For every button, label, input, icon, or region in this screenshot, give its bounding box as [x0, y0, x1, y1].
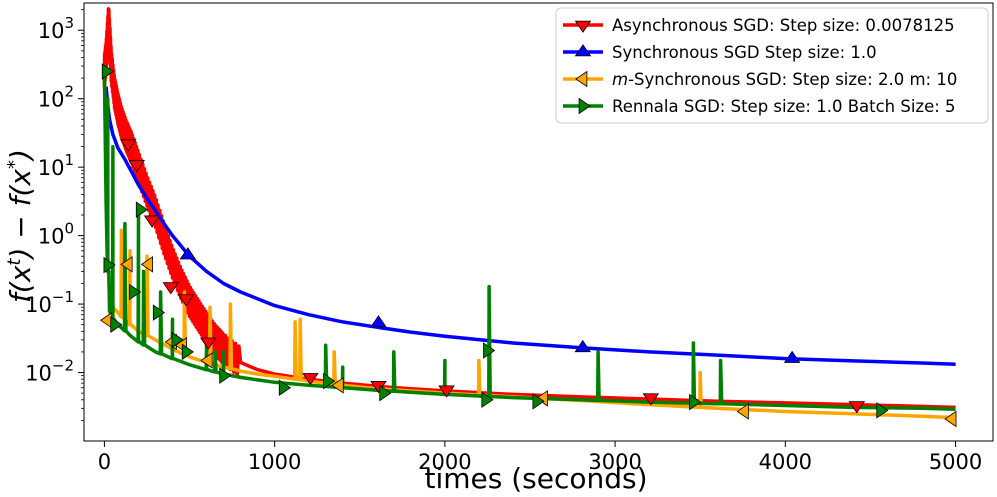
series-4-marker	[532, 393, 545, 410]
legend-label-4: Rennala SGD: Step size: 1.0 Batch Size: …	[612, 97, 956, 116]
series-4-marker	[101, 63, 114, 80]
series-4-marker	[152, 304, 166, 321]
series-1-marker	[848, 401, 866, 414]
series-1-marker	[128, 160, 146, 173]
series-3-marker	[140, 256, 153, 273]
series-4-marker	[323, 372, 336, 390]
series-4-marker	[483, 342, 496, 359]
series-4-marker	[876, 402, 889, 419]
y-axis: 10−2 10−1 100 101 102 103	[25, 9, 84, 421]
series-1-marker	[177, 294, 195, 307]
y-tick-label: 10−2	[25, 357, 74, 386]
series-4-marker	[181, 343, 194, 361]
y-tick-label: 102	[38, 83, 74, 112]
series-2-marker	[783, 350, 801, 363]
x-tick-label: 1000	[248, 450, 301, 474]
y-axis-label: f(xt) − f(x*)	[4, 149, 37, 303]
series-3-marker	[200, 352, 213, 369]
series-2-marker	[370, 315, 387, 328]
series-4-marker	[379, 384, 392, 402]
plot-frame	[83, 2, 994, 442]
series-4-marker	[689, 393, 702, 411]
series-1-marker	[162, 282, 180, 295]
y-tick-label: 103	[38, 14, 74, 43]
x-tick-label: 4000	[759, 450, 812, 474]
x-tick-label: 5000	[929, 450, 982, 474]
legend-marker-4	[578, 97, 591, 115]
series-3-marker	[331, 377, 344, 394]
series-4-marker	[171, 331, 184, 349]
series-layer	[102, 7, 956, 420]
series-1-marker	[143, 215, 161, 228]
svg-text:f(xt) − f(x*): f(xt) − f(x*)	[4, 149, 37, 303]
legend-marker-3	[575, 70, 588, 88]
series-4-marker	[219, 367, 232, 384]
x-tick-label: 0	[98, 450, 111, 474]
series-3-marker	[120, 256, 133, 273]
y-tick-label: 10−1	[25, 288, 74, 317]
series-4-marker	[103, 256, 116, 274]
series-line-4	[102, 71, 956, 412]
series-3-marker	[736, 403, 749, 420]
y-tick-label: 100	[38, 220, 74, 249]
x-tick-label: 3000	[588, 450, 641, 474]
series-2-marker	[179, 247, 197, 260]
legend-label-1: Asynchronous SGD: Step size: 0.0078125	[612, 16, 955, 35]
series-4-marker	[481, 391, 494, 409]
series-1-marker	[200, 337, 217, 350]
marker-layer	[99, 63, 957, 428]
series-4-marker	[129, 283, 142, 301]
series-1-marker	[438, 385, 455, 398]
series-2-marker	[574, 339, 592, 353]
legend-label-3: m-Synchronous SGD: Step size: 2.0 m: 10	[612, 70, 957, 89]
series-3-marker	[944, 410, 957, 428]
series-4-marker	[135, 201, 149, 218]
legend: Asynchronous SGD: Step size: 0.0078125 Sy…	[555, 7, 989, 124]
series-line-2	[104, 86, 956, 367]
series-1-marker	[302, 373, 319, 386]
series-4-marker	[110, 316, 123, 333]
series-4-marker	[278, 379, 292, 396]
x-tick-label: 2000	[418, 450, 471, 474]
legend-marker-1	[574, 20, 592, 33]
x-axis-label: times (seconds)	[424, 462, 647, 495]
series-1-marker	[120, 139, 137, 152]
y-tick-label: 101	[38, 151, 74, 180]
legend-label-2: Synchronous SGD Step size: 1.0	[612, 43, 877, 62]
legend-box	[555, 7, 989, 124]
series-1-marker	[642, 393, 660, 406]
x-axis: 0 1000 2000 3000 4000 5000	[98, 441, 982, 474]
legend-marker-2	[574, 44, 592, 57]
